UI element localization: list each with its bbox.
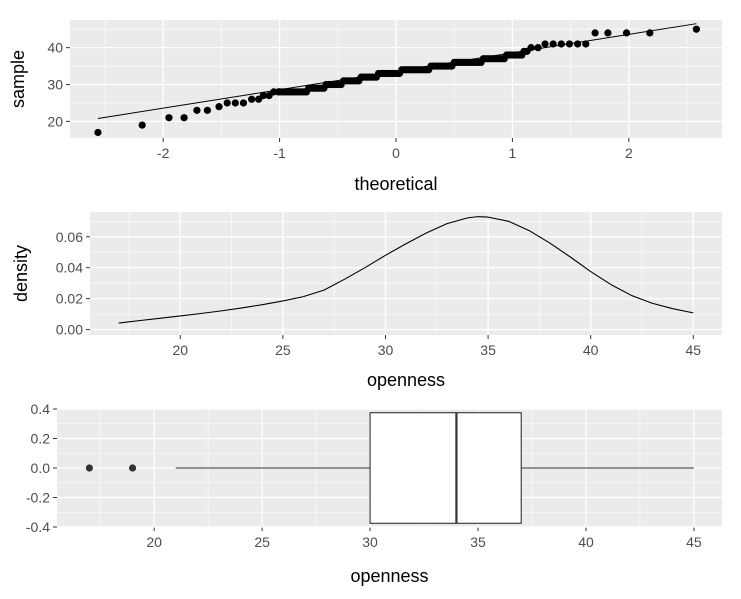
- qq-point: [692, 25, 700, 33]
- qq-plot-panel: -2 -1 0 1 2 20 30 40 theoretical sample: [8, 20, 722, 194]
- x-tick-label: 30: [378, 342, 394, 358]
- y-tick-label: 0.00: [56, 322, 83, 338]
- qq-point: [565, 40, 574, 48]
- y-tick-label: -0.4: [26, 519, 50, 535]
- x-tick-label: -1: [273, 145, 286, 161]
- x-tick-label: 2: [625, 145, 633, 161]
- x-tick-label: 45: [686, 534, 702, 550]
- panel-background: [90, 212, 722, 335]
- x-tick-label: 20: [146, 534, 162, 550]
- y-tick-label: 0.02: [56, 291, 83, 307]
- x-tick-label: 25: [254, 534, 270, 550]
- x-tick-label: 35: [480, 342, 496, 358]
- x-tick-label: 0: [392, 145, 400, 161]
- y-tick-label: 0.2: [31, 431, 51, 447]
- qq-point: [582, 40, 590, 48]
- qq-point: [527, 44, 535, 52]
- x-tick-label: 35: [470, 534, 486, 550]
- qq-point: [534, 44, 542, 52]
- qq-point: [231, 99, 239, 107]
- qq-point: [239, 99, 248, 107]
- qq-point: [203, 106, 211, 114]
- x-axis-title: openness: [367, 370, 445, 390]
- box-iqr: [369, 412, 522, 524]
- qq-point: [604, 29, 612, 37]
- qq-point: [165, 114, 173, 122]
- qq-point: [574, 40, 582, 48]
- y-tick-label: 20: [47, 113, 63, 129]
- qq-point: [622, 29, 631, 37]
- x-tick-label: 40: [578, 534, 594, 550]
- qq-point: [248, 95, 256, 103]
- y-tick-label: 0.06: [56, 229, 83, 245]
- x-tick-label: 40: [583, 342, 599, 358]
- x-axis-title: theoretical: [354, 174, 437, 194]
- y-tick-label: 0.04: [56, 260, 83, 276]
- qq-point: [180, 114, 188, 122]
- x-tick-label: 25: [275, 342, 291, 358]
- qq-point: [215, 103, 223, 111]
- qq-point: [138, 121, 146, 129]
- qq-point: [557, 40, 565, 48]
- outlier-point: [128, 464, 137, 472]
- qq-point: [591, 29, 599, 37]
- qq-point: [223, 99, 231, 107]
- x-tick-label: 45: [685, 342, 701, 358]
- y-tick-label: 30: [47, 77, 63, 93]
- x-tick-label: 1: [509, 145, 517, 161]
- y-tick-label: 40: [47, 40, 63, 56]
- x-tick-label: 20: [172, 342, 188, 358]
- boxplot-panel: 20 25 30 35 40 45 -0.4 -0.2 0.0 0.2 0.4 openness: [26, 401, 722, 586]
- qq-point: [94, 128, 102, 137]
- y-tick-label: 0.4: [31, 401, 51, 417]
- y-tick-label: -0.2: [26, 490, 50, 506]
- x-axis-title: openness: [350, 566, 428, 586]
- x-tick-label: -2: [157, 145, 170, 161]
- y-axis-title: density: [11, 245, 31, 302]
- y-axis-title: sample: [8, 50, 28, 108]
- y-tick-label: 0.0: [31, 460, 51, 476]
- qq-point: [274, 88, 283, 96]
- qq-point: [193, 106, 201, 114]
- density-line: [118, 216, 694, 324]
- x-tick-label: 30: [362, 534, 378, 550]
- outlier-point: [85, 464, 93, 472]
- density-plot-panel: 20 25 30 35 40 45 0.00 0.02 0.04 0.06 openness dens…: [11, 212, 722, 390]
- qq-point: [259, 91, 267, 100]
- qq-point: [549, 40, 557, 48]
- qq-point: [541, 40, 549, 48]
- qq-point: [646, 29, 654, 37]
